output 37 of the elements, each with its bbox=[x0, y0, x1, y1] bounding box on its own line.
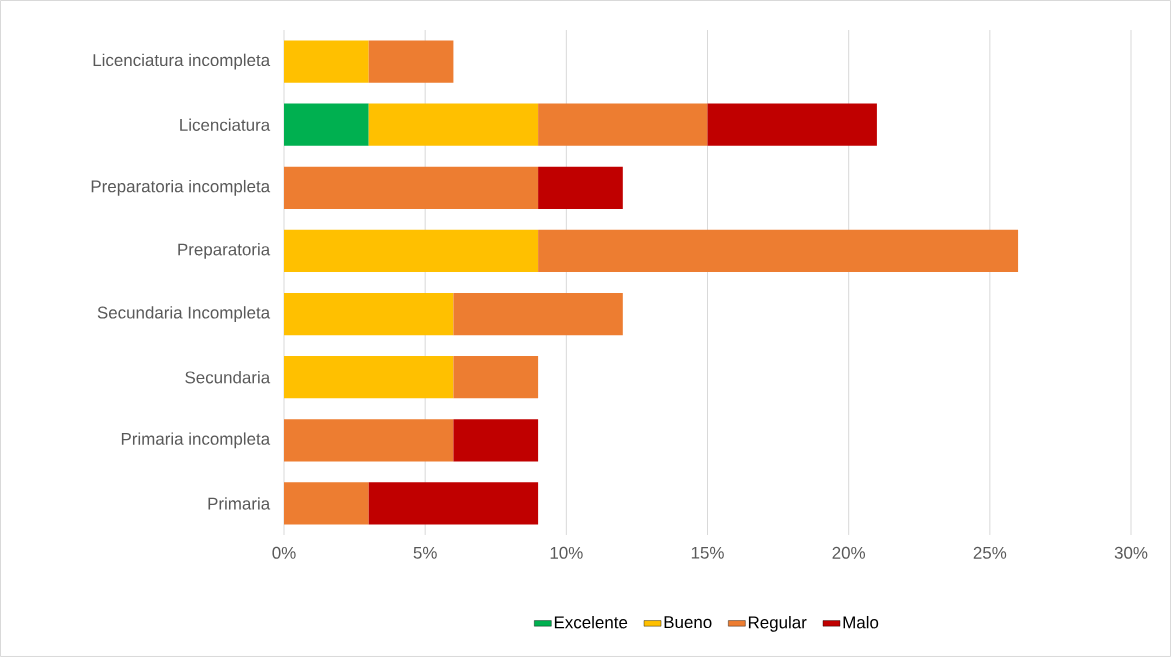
bar bbox=[538, 166, 623, 209]
x-tick-label: 10% bbox=[550, 546, 583, 559]
x-tick-label: 20% bbox=[832, 546, 866, 559]
bar bbox=[284, 229, 539, 273]
bar bbox=[538, 103, 708, 146]
x-tick-label: 30% bbox=[1114, 546, 1148, 559]
bar bbox=[707, 103, 877, 146]
bar bbox=[284, 482, 369, 525]
bar bbox=[284, 292, 454, 336]
x-tick-label: 25% bbox=[973, 546, 1007, 559]
bar bbox=[284, 356, 454, 399]
y-tick-label: Licenciatura incompleta bbox=[93, 53, 271, 70]
legend-label: Malo bbox=[843, 615, 879, 629]
y-tick-label: Primaria incompleta bbox=[121, 432, 271, 449]
bar bbox=[284, 419, 454, 462]
bar bbox=[453, 356, 539, 399]
bar bbox=[284, 40, 369, 83]
y-tick-label: Secundaria bbox=[185, 370, 271, 384]
bar bbox=[453, 419, 539, 462]
x-tick-label: 5% bbox=[413, 546, 437, 559]
bar bbox=[453, 292, 623, 336]
bar bbox=[368, 482, 539, 525]
y-tick-label: Secundaria Incompleta bbox=[97, 306, 271, 322]
legend-label: Bueno bbox=[664, 616, 712, 629]
x-tick-label: 0% bbox=[272, 546, 296, 559]
bar bbox=[284, 103, 369, 146]
legend-label: Excelente bbox=[554, 615, 628, 629]
x-tick-label: 15% bbox=[691, 546, 724, 559]
y-tick-label: Primaria bbox=[208, 497, 271, 510]
y-tick-label: Preparatoria incompleta bbox=[91, 179, 271, 196]
legend-label: Regular bbox=[748, 615, 807, 632]
y-tick-label: Preparatoria bbox=[178, 243, 271, 259]
bar bbox=[538, 229, 1019, 273]
bar bbox=[368, 103, 539, 146]
y-tick-label: Licenciatura bbox=[180, 118, 271, 131]
bar bbox=[284, 166, 539, 209]
bar bbox=[368, 40, 454, 83]
